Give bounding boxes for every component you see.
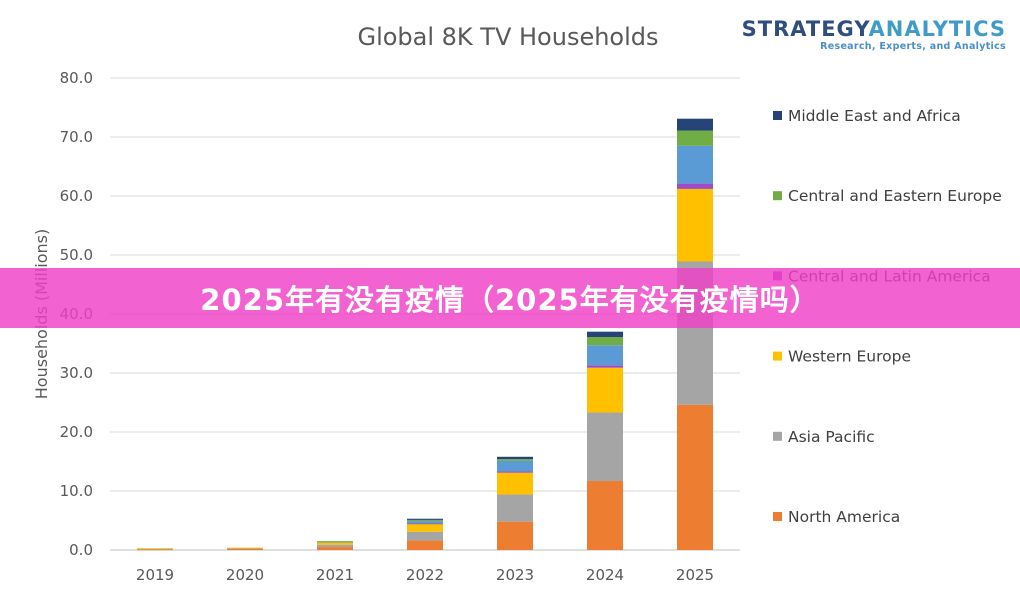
y-tick-label: 80.0 xyxy=(60,69,93,87)
y-tick-label: 20.0 xyxy=(60,423,93,441)
y-tick-label: 50.0 xyxy=(60,246,93,264)
bar-segment xyxy=(227,547,263,549)
gridlines xyxy=(110,77,740,551)
x-tick-label: 2019 xyxy=(136,566,174,584)
bar-segment xyxy=(497,456,533,460)
bar-segment xyxy=(137,548,173,550)
bar-segment xyxy=(677,145,713,184)
legend-label: Asia Pacific xyxy=(788,428,875,446)
bar-segment xyxy=(317,547,353,550)
legend-swatch xyxy=(773,111,782,120)
logo-word-strategy: STRATEGY xyxy=(741,17,869,41)
bar-segment xyxy=(407,531,443,541)
bar-segment xyxy=(407,540,443,550)
title-banner: 2025年有没有疫情（2025年有没有疫情吗） xyxy=(0,268,1020,328)
bar-segment xyxy=(677,188,713,262)
bar-segment xyxy=(317,541,353,542)
bar-segment xyxy=(407,524,443,532)
legend-label: Middle East and Africa xyxy=(788,107,961,125)
legend-swatch xyxy=(773,191,782,201)
x-tick-label: 2025 xyxy=(676,566,714,584)
bar-segment xyxy=(497,472,533,495)
x-tick-label: 2021 xyxy=(316,566,354,584)
bar-stacks xyxy=(137,118,713,551)
bar-segment xyxy=(317,542,353,545)
bar-segment xyxy=(587,412,623,481)
y-tick-label: 70.0 xyxy=(60,128,93,146)
bar-segment xyxy=(407,519,443,522)
bar-segment xyxy=(587,480,623,550)
y-tick-label: 60.0 xyxy=(60,187,93,205)
bar-segment xyxy=(317,544,353,548)
bar-segment xyxy=(587,367,623,413)
bar-segment xyxy=(497,460,533,472)
logo-word-analytics: ANALYTICS xyxy=(868,17,1006,41)
bar-segment xyxy=(497,471,533,473)
logo-wordmark: STRATEGYANALYTICS xyxy=(742,18,1006,40)
x-tick-label: 2024 xyxy=(586,566,624,584)
bar-segment xyxy=(137,548,173,550)
logo-tagline: Research, Experts, and Analytics xyxy=(820,41,1006,52)
x-axis-ticks: 2019 2020 2021 2022 2023 2024 2025 xyxy=(136,566,714,584)
legend-swatch xyxy=(773,512,782,521)
bar-segment xyxy=(407,523,443,525)
chart-title: Global 8K TV Households xyxy=(357,23,658,51)
bar-segment xyxy=(227,548,263,550)
bar-segment xyxy=(677,183,713,189)
banner-text: 2025年有没有疫情（2025年有没有疫情吗） xyxy=(200,283,820,317)
bar-segment xyxy=(317,541,353,543)
y-tick-label: 0.0 xyxy=(69,541,93,559)
bar-segment xyxy=(407,518,443,520)
legend-label: Western Europe xyxy=(788,348,911,366)
bar-segment xyxy=(587,331,623,338)
legend-swatch xyxy=(773,431,782,441)
x-tick-label: 2023 xyxy=(496,566,534,584)
bar-segment xyxy=(497,521,533,550)
bar-segment xyxy=(497,459,533,461)
bar-segment xyxy=(677,130,713,146)
x-tick-label: 2020 xyxy=(226,566,264,584)
bar-segment xyxy=(677,118,713,131)
bar-segment xyxy=(137,549,173,551)
bar-segment xyxy=(227,548,263,550)
bar-segment xyxy=(677,404,713,550)
strategy-analytics-logo: STRATEGYANALYTICS Research, Experts, and… xyxy=(742,18,1006,52)
y-tick-label: 10.0 xyxy=(60,482,93,500)
bar-segment xyxy=(587,345,623,366)
bar-segment xyxy=(587,337,623,346)
bar-segment xyxy=(587,365,623,368)
legend: Middle East and Africa Central and Easter… xyxy=(773,107,1002,526)
bar-segment xyxy=(407,521,443,524)
y-tick-label: 30.0 xyxy=(60,364,93,382)
legend-swatch xyxy=(773,351,782,361)
legend-label: North America xyxy=(788,508,900,526)
legend-label: Central and Eastern Europe xyxy=(788,187,1002,205)
bar-segment xyxy=(497,494,533,522)
x-tick-label: 2022 xyxy=(406,566,444,584)
